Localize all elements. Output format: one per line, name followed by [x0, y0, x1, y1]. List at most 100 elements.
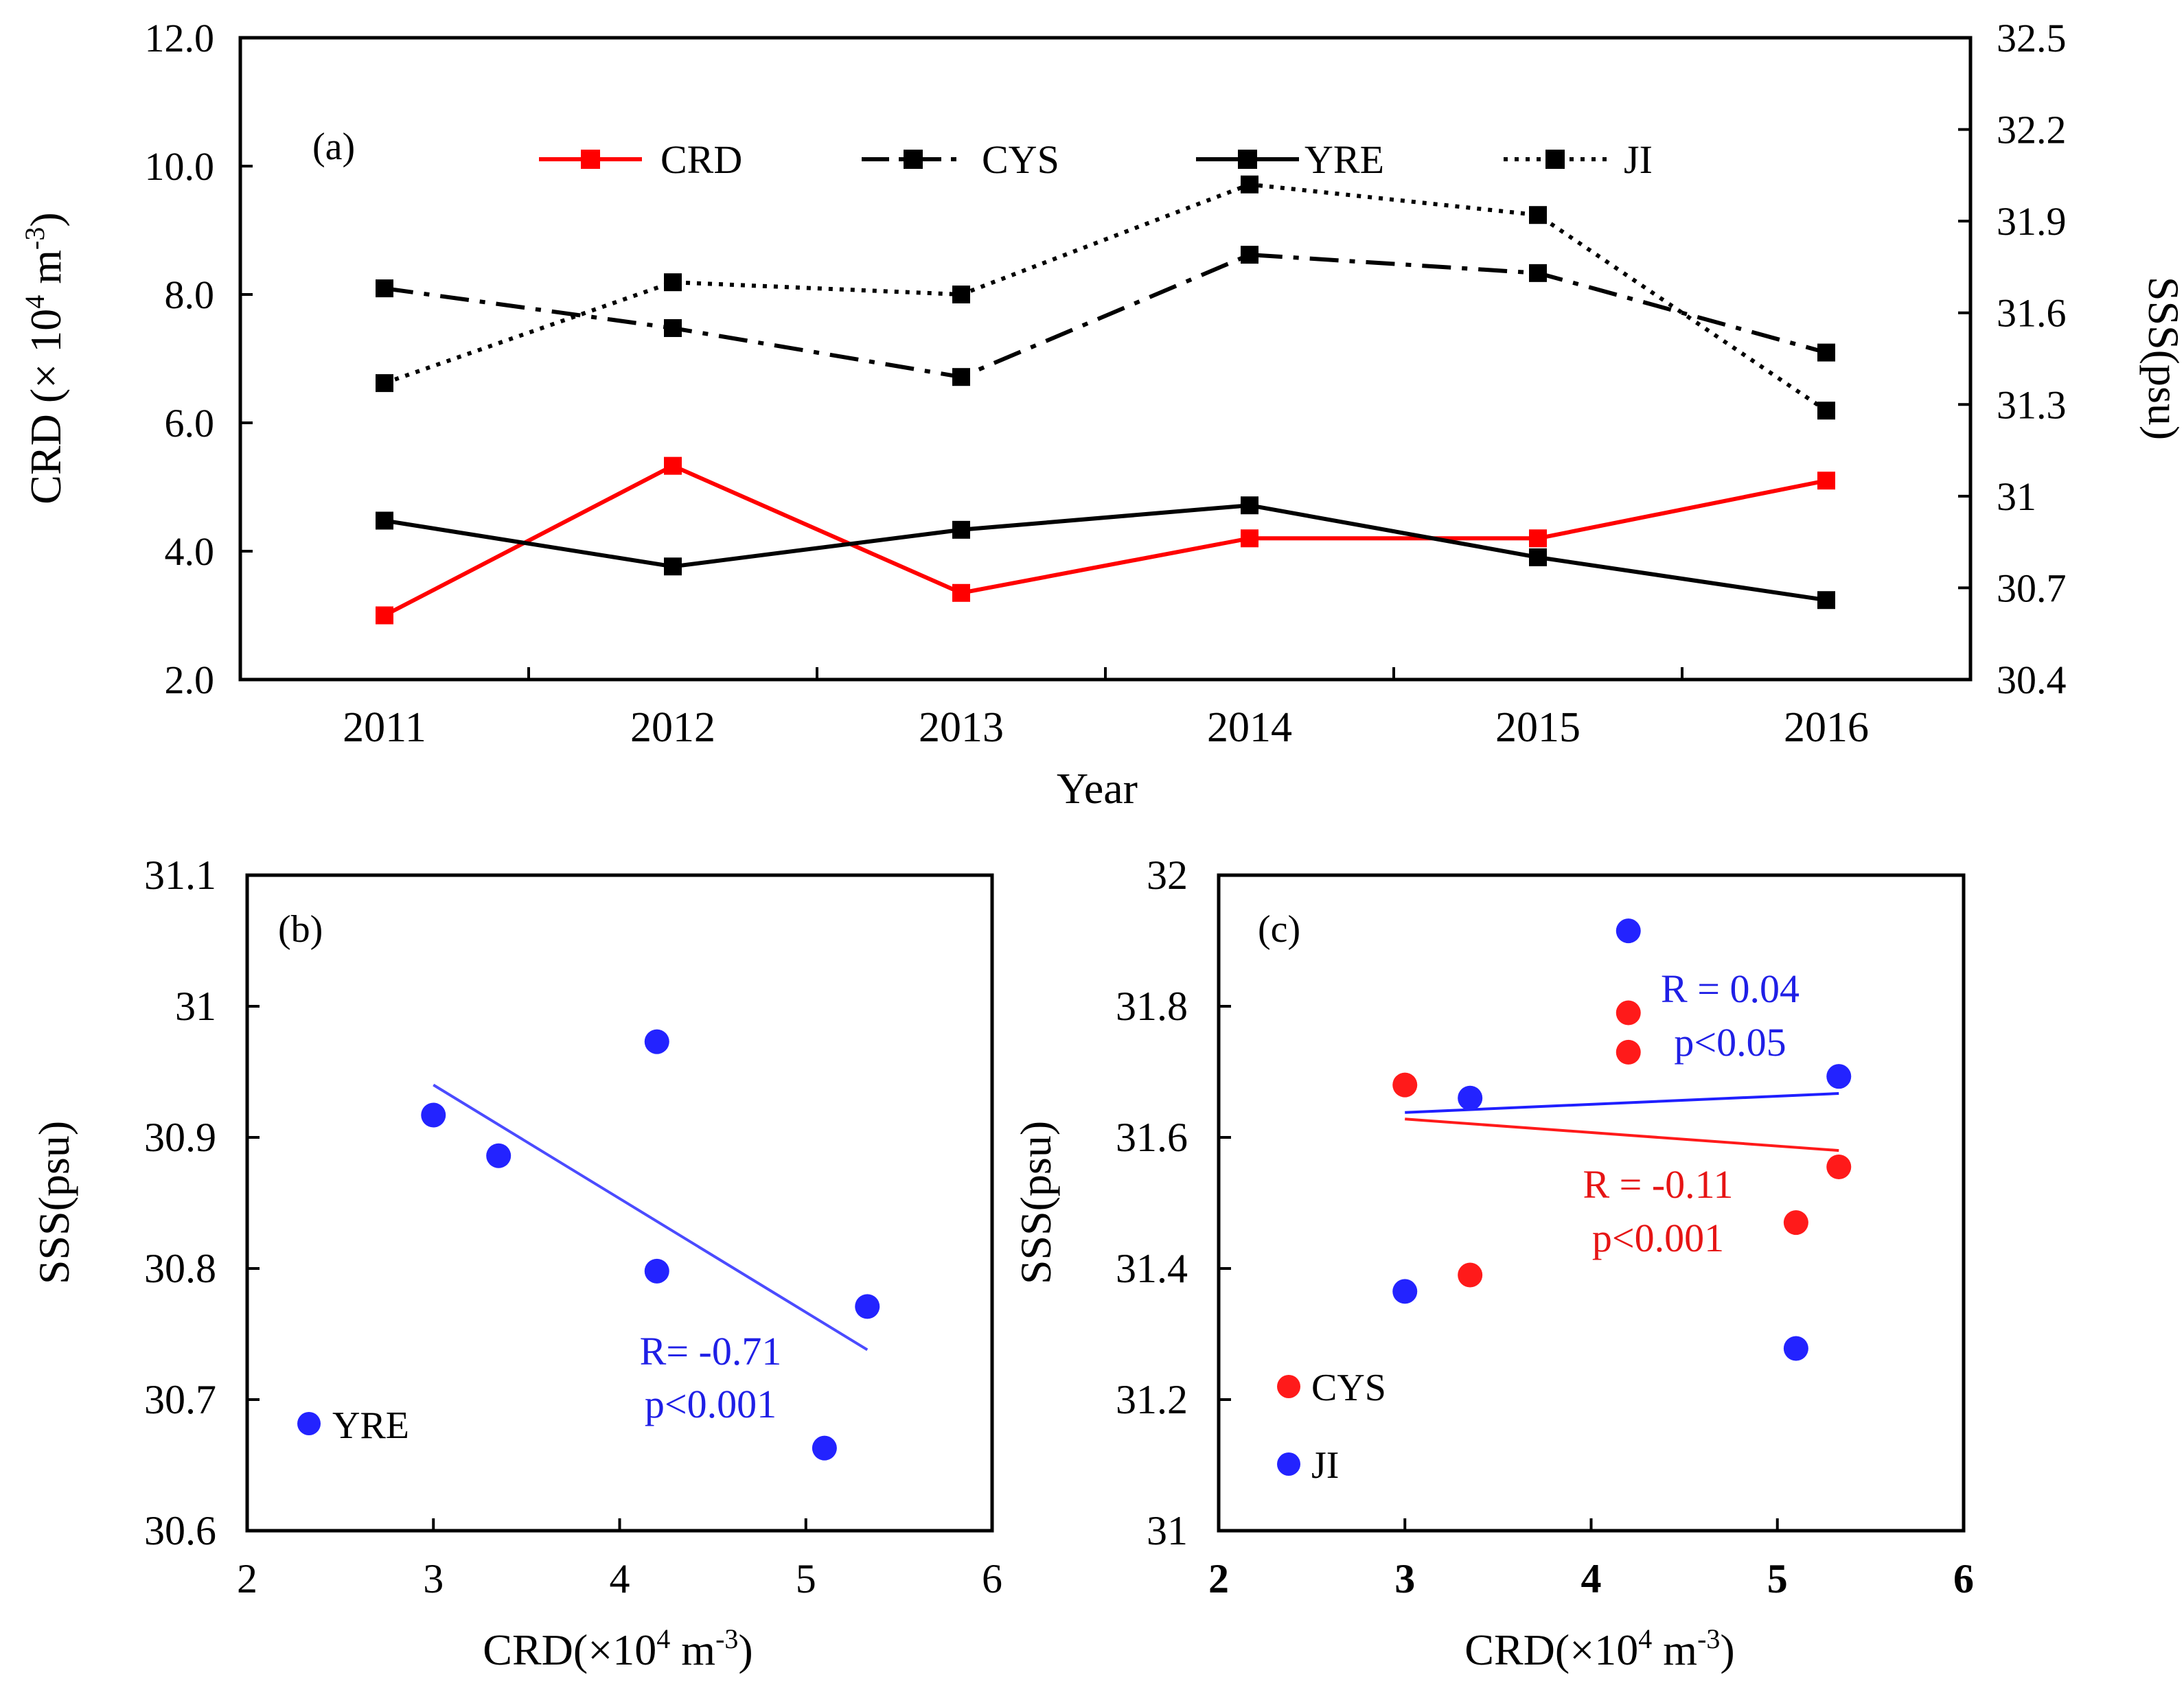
y-left-tick-label: 6.0 — [165, 401, 215, 445]
data-point-cys — [1783, 1210, 1808, 1236]
series-line-yre — [384, 503, 1827, 603]
data-point-cys — [1241, 246, 1258, 264]
y-right-tick-label: 30.4 — [1997, 658, 2067, 702]
panel-b-annotation-r: R= -0.71 — [640, 1329, 782, 1374]
y-tick-label: 31.1 — [144, 853, 216, 898]
x-tick-label: 3 — [423, 1556, 444, 1601]
x-tick-label: 2014 — [1207, 704, 1292, 751]
panel-a-x-tick-labels: 2011 2012 2013 2014 2015 2016 — [343, 704, 1869, 751]
data-point-ji — [1529, 206, 1547, 224]
x-tick-label: 6 — [1953, 1556, 1974, 1601]
panel-c-annotation-r-cys: R = -0.11 — [1583, 1162, 1733, 1207]
data-point-yre — [486, 1143, 511, 1168]
panel-a-left-tick-labels: 2.0 4.0 6.0 8.0 10.0 12.0 — [145, 16, 215, 702]
x-tick-label: 2 — [1208, 1556, 1229, 1601]
x-tick-label: 5 — [796, 1556, 816, 1601]
x-tick-label: 2012 — [630, 704, 715, 751]
trendline — [433, 1083, 869, 1352]
data-point-cys — [664, 318, 682, 337]
panel-c-ticks — [1219, 1005, 1779, 1531]
panel-c-points — [1392, 918, 1852, 1361]
x-tick-label: 3 — [1394, 1556, 1415, 1601]
panel-c-y-tick-labels: 31 31.2 31.4 31.6 31.8 32 — [1116, 853, 1188, 1553]
legend-item-ji: JI — [1504, 137, 1653, 182]
legend-item-crd: CRD — [539, 137, 742, 182]
y-tick-label: 30.9 — [144, 1115, 216, 1160]
panel-c-annotation-p-ji: p<0.05 — [1674, 1020, 1786, 1065]
data-point-yre — [644, 1029, 669, 1054]
legend-item-cys: CYS — [862, 137, 1059, 182]
y-tick-label: 31.2 — [1116, 1377, 1188, 1422]
data-point-cys — [1616, 1039, 1641, 1065]
panel-b-ticks — [247, 1005, 807, 1531]
legend-label-cys-c: CYS — [1311, 1367, 1386, 1409]
y-tick-label: 32 — [1147, 853, 1188, 898]
x-tick-label: 4 — [1581, 1556, 1602, 1601]
data-point-yre — [644, 1258, 669, 1284]
y-right-tick-label: 31.6 — [1997, 291, 2067, 336]
data-point-yre — [376, 511, 393, 530]
legend-marker-cys — [1277, 1375, 1300, 1398]
panel-b-annotation-p: p<0.001 — [645, 1382, 777, 1426]
panel-a-series — [376, 175, 1835, 625]
data-point-yre — [1817, 591, 1835, 610]
data-point-yre — [1241, 496, 1258, 515]
legend-label-ji: JI — [1624, 137, 1653, 182]
data-point-crd — [952, 583, 970, 602]
panel-b-y-axis-title: SSS(psu) — [30, 1121, 78, 1284]
panel-b-trendlines — [433, 1083, 869, 1352]
panel-b-points — [421, 1029, 880, 1461]
data-point-ji — [1817, 402, 1835, 420]
data-point-cys — [1529, 264, 1547, 282]
data-point-yre — [421, 1102, 446, 1128]
panel-b-x-axis-title: CRD(×104 m-3) — [483, 1623, 752, 1674]
data-point-ji — [1616, 918, 1641, 944]
panel-b-label: (b) — [278, 908, 323, 951]
data-point-cys — [952, 368, 970, 386]
data-point-yre — [812, 1435, 837, 1461]
data-point-cys — [1392, 1072, 1418, 1098]
data-point-cys — [1616, 1000, 1641, 1025]
panel-a-ticks — [240, 36, 1970, 681]
x-tick-label: 2 — [237, 1556, 257, 1601]
data-point-ji — [952, 286, 970, 303]
panel-b-legend: YRE — [297, 1404, 409, 1447]
panel-c-annotation-p-cys: p<0.001 — [1592, 1216, 1724, 1260]
x-tick-label: 4 — [610, 1556, 630, 1601]
y-tick-label: 31.4 — [1116, 1246, 1188, 1291]
y-left-tick-label: 8.0 — [165, 273, 215, 317]
panel-a-right-tick-labels: 30.4 30.7 31 31.3 31.6 31.9 32.2 32.5 — [1997, 16, 2067, 702]
data-point-ji — [1241, 175, 1258, 194]
panel-a-label: (a) — [312, 126, 355, 168]
legend-label-ji-c: JI — [1311, 1444, 1339, 1487]
panel-a-x-axis-title: Year — [1057, 764, 1138, 813]
y-tick-label: 30.7 — [144, 1377, 216, 1422]
trendline — [1405, 1092, 1839, 1114]
data-point-ji — [664, 273, 682, 292]
x-tick-label: 2015 — [1495, 704, 1580, 751]
y-left-tick-label: 10.0 — [145, 144, 215, 189]
panel-c-x-tick-labels: 2 3 4 5 6 — [1208, 1556, 1974, 1601]
panel-c: 2 3 4 5 6 31 31.2 31.4 31.6 31.8 32 (c) CYS JI R … — [1011, 853, 1974, 1674]
panel-c-legend: CYS JI — [1277, 1367, 1386, 1487]
panel-c-x-axis-title: CRD(×104 m-3) — [1464, 1623, 1734, 1674]
y-tick-label: 31.6 — [1116, 1115, 1188, 1160]
panel-b: 2 3 4 5 6 30.6 30.7 30.8 30.9 31 31.1 (b) YRE R= … — [30, 853, 1002, 1674]
panel-a-left-axis-title: CRD (× 104 m-3) — [19, 212, 70, 504]
data-point-ji — [1783, 1336, 1808, 1361]
data-point-yre — [952, 520, 970, 539]
x-tick-label: 2013 — [919, 704, 1004, 751]
series-line-ji — [384, 182, 1828, 413]
data-point-ji — [1458, 1085, 1483, 1111]
legend-label-cys: CYS — [982, 137, 1059, 182]
panel-c-label: (c) — [1258, 908, 1300, 951]
y-tick-label: 31.8 — [1116, 984, 1188, 1029]
panel-b-x-tick-labels: 2 3 4 5 6 — [237, 1556, 1002, 1601]
panel-a: 2.04.06.08.010.012.0 30.430.73131.331.63… — [19, 16, 2184, 813]
panel-b-y-tick-labels: 30.6 30.7 30.8 30.9 31 31.1 — [144, 853, 216, 1553]
y-left-tick-label: 2.0 — [165, 658, 215, 702]
y-right-tick-label: 31.9 — [1997, 199, 2067, 244]
legend-label-crd: CRD — [660, 137, 742, 182]
y-tick-label: 30.6 — [144, 1508, 216, 1553]
